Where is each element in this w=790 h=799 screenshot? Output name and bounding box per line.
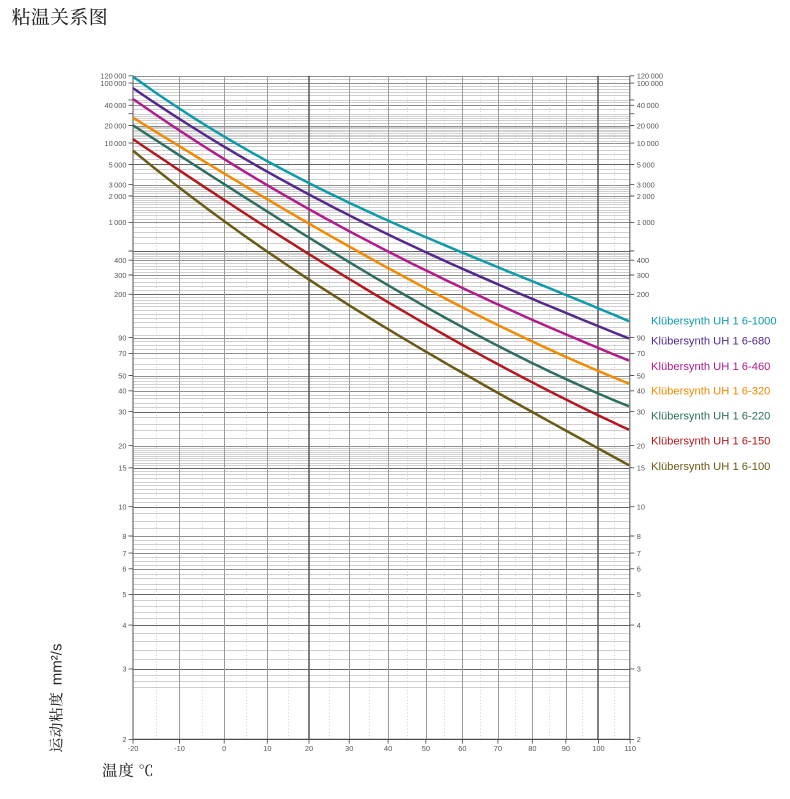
svg-text:10: 10 [637, 503, 645, 512]
svg-text:30: 30 [637, 407, 645, 416]
svg-text:70: 70 [494, 744, 502, 753]
svg-text:Klübersynth UH 1 6-150: Klübersynth UH 1 6-150 [651, 436, 770, 448]
svg-text:2 000: 2 000 [637, 192, 655, 201]
svg-text:8: 8 [122, 532, 126, 541]
svg-text:20: 20 [637, 441, 645, 450]
svg-text:5: 5 [122, 590, 126, 599]
svg-text:3 000: 3 000 [109, 180, 127, 189]
svg-text:2: 2 [637, 735, 641, 744]
svg-text:4: 4 [637, 621, 641, 630]
svg-text:30: 30 [118, 407, 126, 416]
svg-text:3 000: 3 000 [637, 180, 655, 189]
svg-text:40: 40 [637, 387, 645, 396]
svg-text:5 000: 5 000 [637, 160, 655, 169]
svg-text:4: 4 [122, 621, 126, 630]
svg-text:7: 7 [122, 549, 126, 558]
svg-text:1 000: 1 000 [109, 218, 127, 227]
svg-text:30: 30 [345, 744, 353, 753]
svg-text:3: 3 [122, 665, 126, 674]
svg-text:90: 90 [637, 333, 645, 342]
svg-text:-10: -10 [174, 744, 185, 753]
svg-text:-20: -20 [128, 744, 139, 753]
svg-text:2 000: 2 000 [109, 192, 127, 201]
svg-text:60: 60 [458, 744, 466, 753]
svg-text:20 000: 20 000 [637, 121, 659, 130]
svg-text:120 000: 120 000 [100, 72, 126, 81]
svg-text:80: 80 [528, 744, 536, 753]
svg-text:Klübersynth UH 1 6-220: Klübersynth UH 1 6-220 [651, 410, 770, 422]
svg-text:15: 15 [118, 464, 126, 473]
svg-text:3: 3 [637, 665, 641, 674]
svg-text:Klübersynth UH 1 6-460: Klübersynth UH 1 6-460 [651, 361, 770, 373]
svg-text:mm²/s: mm²/s [49, 644, 66, 686]
svg-text:400: 400 [637, 256, 649, 265]
svg-text:0: 0 [222, 744, 226, 753]
svg-text:70: 70 [637, 349, 645, 358]
svg-text:5 000: 5 000 [109, 160, 127, 169]
svg-text:6: 6 [637, 565, 641, 574]
svg-text:100: 100 [592, 744, 604, 753]
svg-text:15: 15 [637, 464, 645, 473]
svg-text:120 000: 120 000 [637, 72, 663, 81]
svg-text:Klübersynth UH 1 6-680: Klübersynth UH 1 6-680 [651, 336, 770, 348]
svg-text:10: 10 [263, 744, 271, 753]
svg-text:50: 50 [637, 371, 645, 380]
svg-text:110: 110 [624, 744, 636, 753]
svg-text:70: 70 [118, 349, 126, 358]
svg-text:20 000: 20 000 [104, 121, 126, 130]
svg-text:5: 5 [637, 590, 641, 599]
svg-text:40: 40 [118, 387, 126, 396]
svg-text:100 000: 100 000 [637, 79, 663, 88]
svg-text:10 000: 10 000 [104, 139, 126, 148]
svg-text:50: 50 [422, 744, 430, 753]
svg-text:Klübersynth UH 1 6-100: Klübersynth UH 1 6-100 [651, 461, 770, 473]
svg-text:Klübersynth UH 1 6-320: Klübersynth UH 1 6-320 [651, 386, 770, 398]
svg-text:90: 90 [118, 333, 126, 342]
svg-text:200: 200 [637, 290, 649, 299]
svg-text:10 000: 10 000 [637, 139, 659, 148]
svg-text:300: 300 [637, 271, 649, 280]
svg-text:10: 10 [118, 503, 126, 512]
svg-text:2: 2 [122, 735, 126, 744]
svg-text:20: 20 [118, 441, 126, 450]
svg-text:6: 6 [122, 565, 126, 574]
svg-text:Klübersynth UH 1 6-1000: Klübersynth UH 1 6-1000 [651, 315, 777, 327]
svg-text:50: 50 [118, 371, 126, 380]
svg-text:400: 400 [114, 256, 126, 265]
svg-text:90: 90 [562, 744, 570, 753]
svg-text:40: 40 [384, 744, 392, 753]
svg-text:8: 8 [637, 532, 641, 541]
svg-text:1 000: 1 000 [637, 218, 655, 227]
svg-text:40 000: 40 000 [104, 101, 126, 110]
svg-text:100 000: 100 000 [100, 79, 126, 88]
svg-text:300: 300 [114, 271, 126, 280]
svg-text:20: 20 [305, 744, 313, 753]
svg-text:7: 7 [637, 549, 641, 558]
svg-text:200: 200 [114, 290, 126, 299]
svg-text:40 000: 40 000 [637, 101, 659, 110]
